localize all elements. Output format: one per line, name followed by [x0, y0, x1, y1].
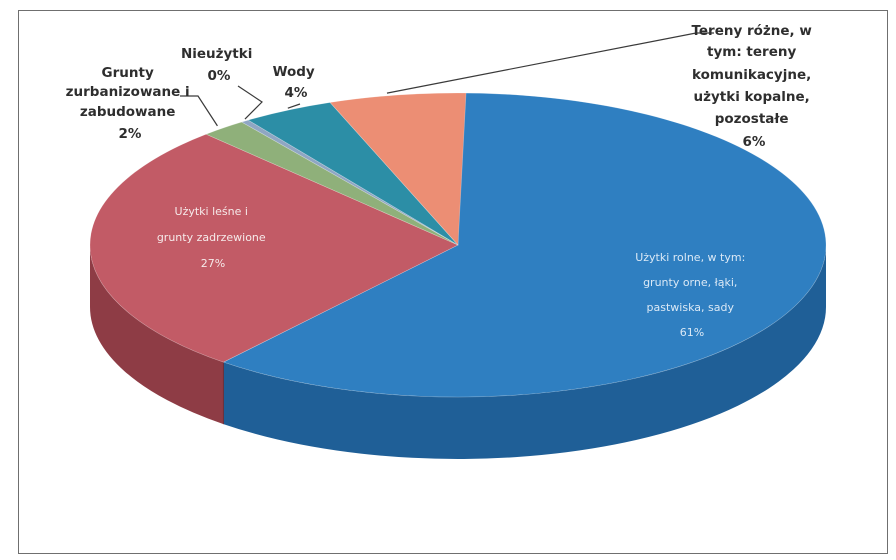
label-grunty-zurbanizowane: Grunty zurbanizowane i zabudowane 2% [66, 65, 195, 142]
pie-slice [89, 133, 459, 363]
label-leader-line [386, 32, 714, 94]
label-leader-line [237, 85, 263, 120]
pie-slice-side [223, 245, 826, 459]
pie-slice [247, 102, 459, 246]
label-nieuzytki: Nieużytki 0% [181, 46, 257, 84]
label-uzytki-lesne: Użytki leśne i grunty zadrzewione 27% [157, 205, 269, 270]
label-tereny-rozne: Tereny różne, w tym: tereny komunikacyjn… [691, 23, 816, 150]
label-leader-line [287, 103, 301, 109]
pie-slice [329, 92, 467, 246]
label-uzytki-rolne: Użytki rolne, w tym: grunty orne, łąki, … [635, 251, 749, 339]
chart-area-border [18, 10, 888, 554]
pie-slice-side [90, 245, 224, 425]
label-leader-line [180, 95, 218, 127]
pie-slice [205, 121, 459, 246]
pie-slice [240, 119, 459, 246]
label-wody: Wody 4% [273, 64, 320, 101]
pie-slice [222, 92, 827, 398]
